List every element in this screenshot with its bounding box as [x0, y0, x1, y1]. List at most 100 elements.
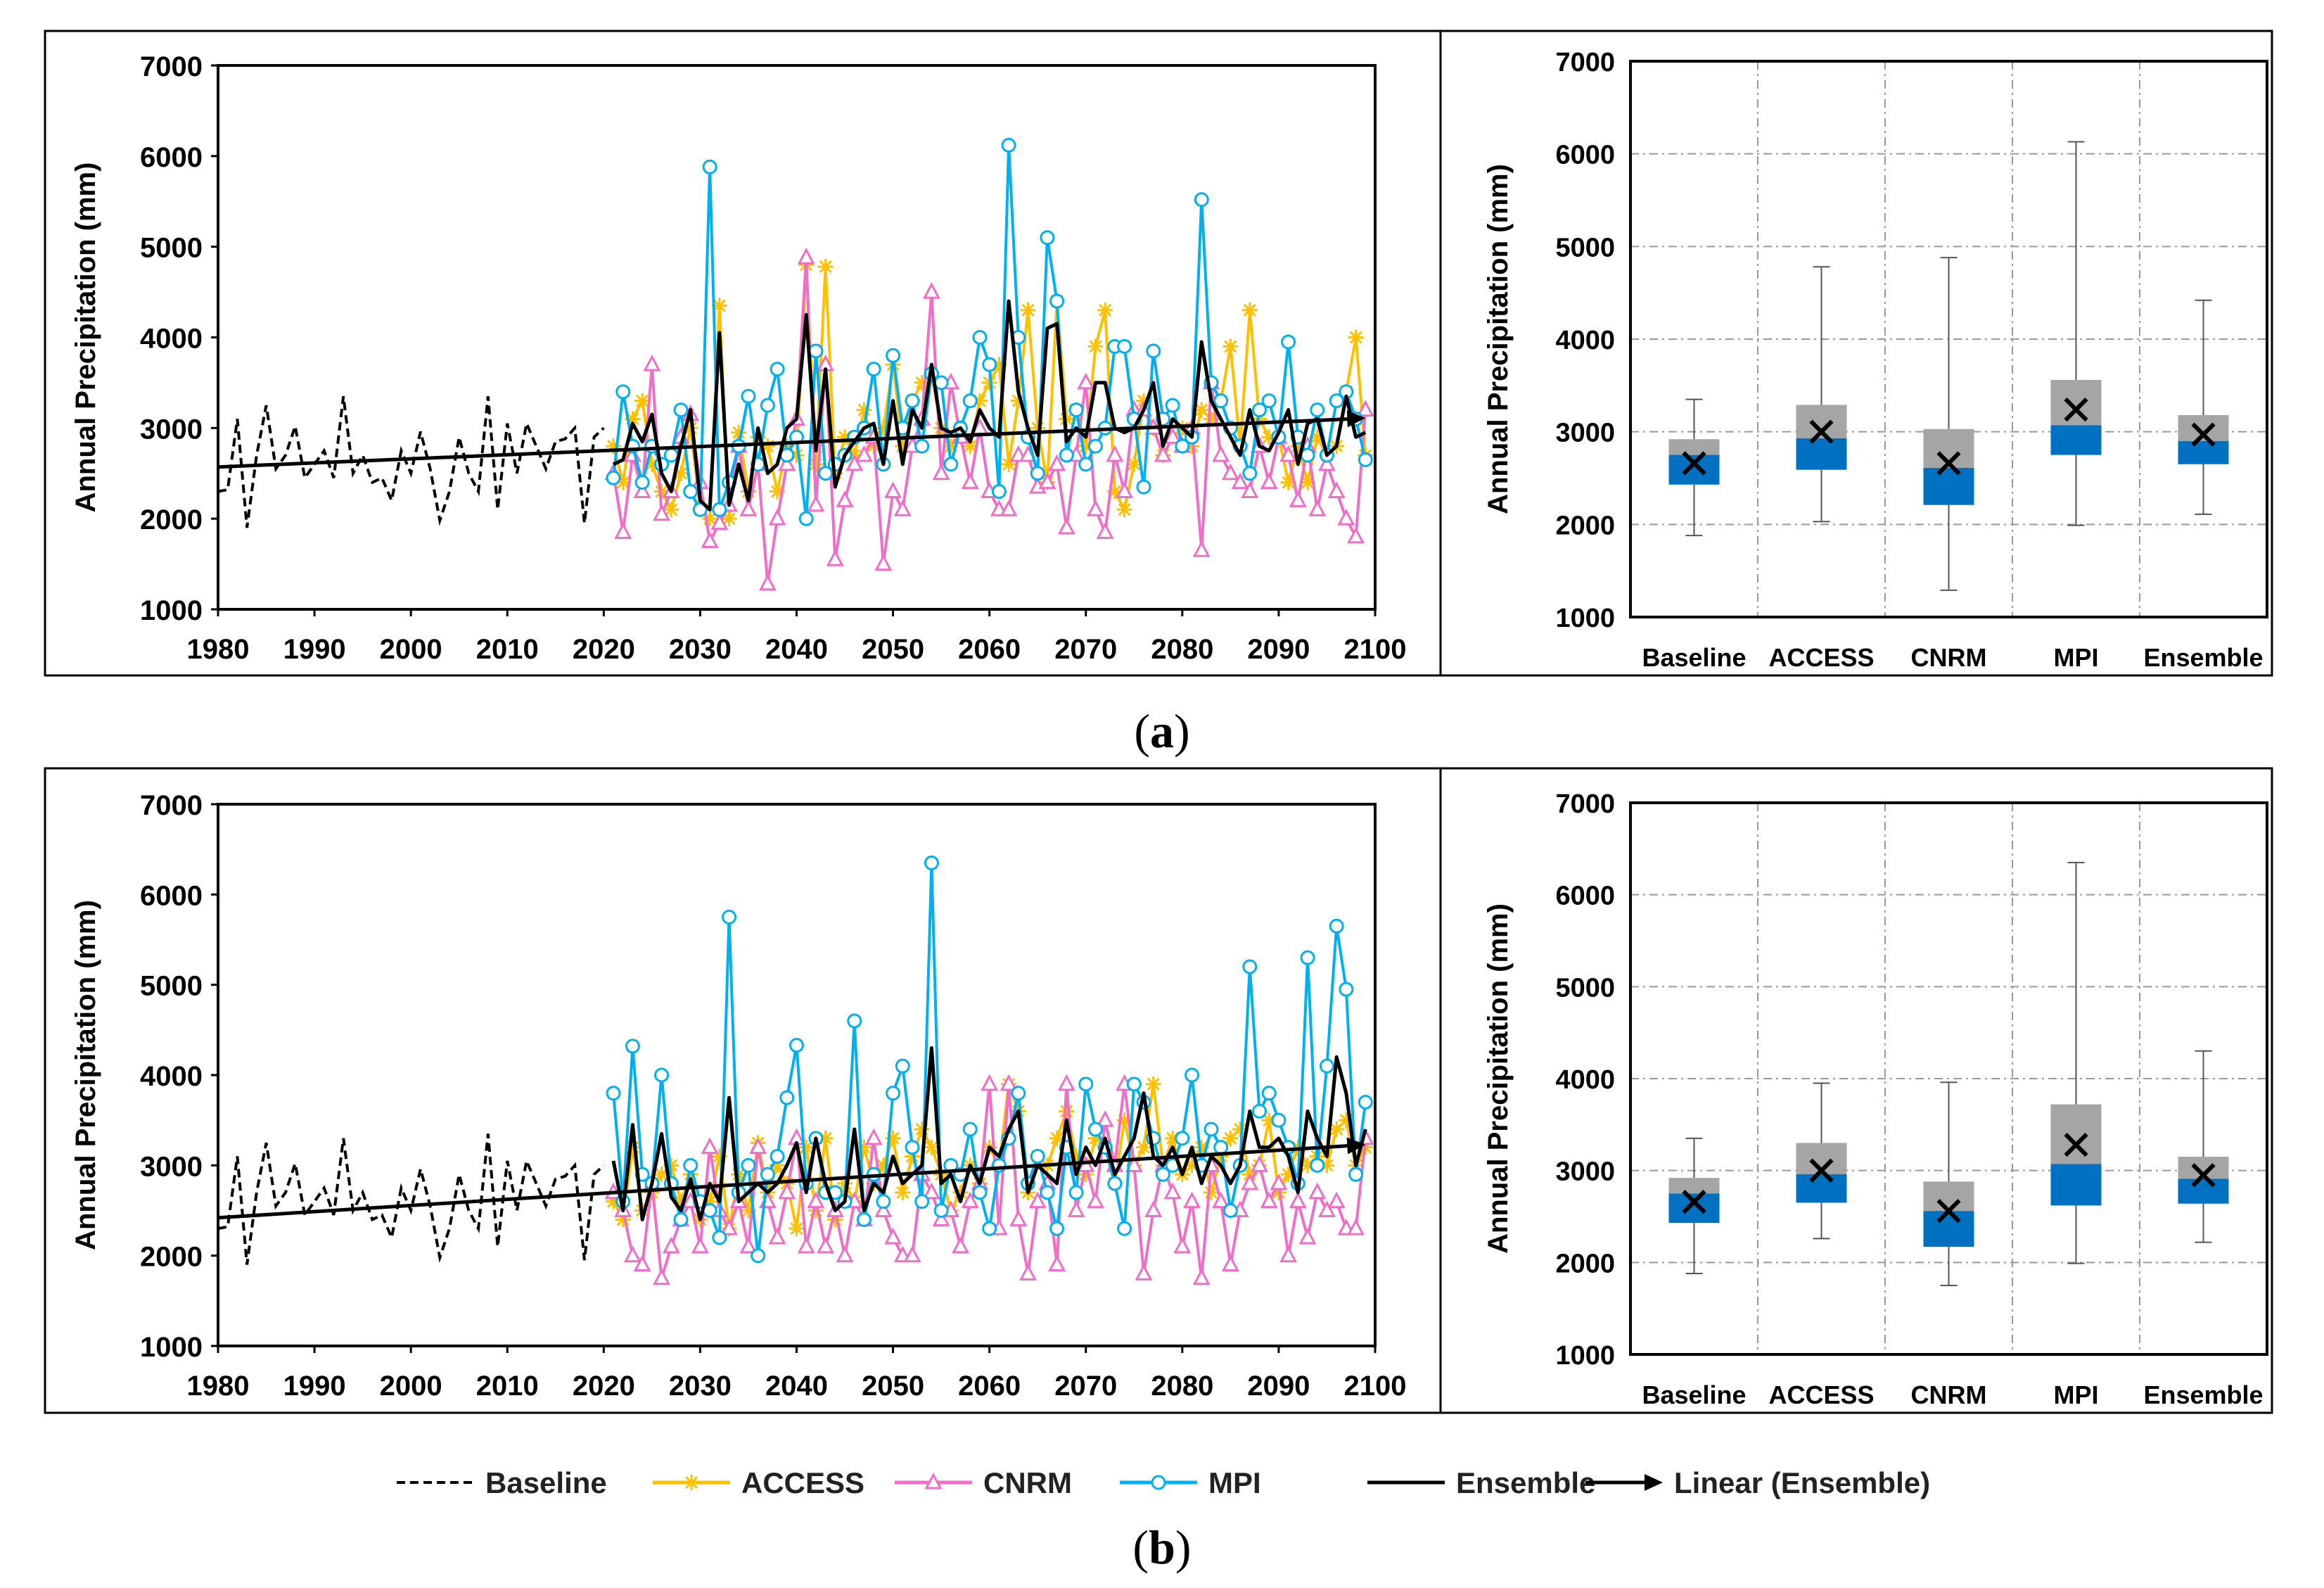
point-access: [1116, 1112, 1132, 1129]
legend-label: ACCESS: [741, 1466, 864, 1499]
x-tick-label: 2070: [1054, 634, 1117, 665]
point-mpi: [692, 502, 708, 517]
point-cnrm: [633, 481, 651, 499]
point-access: [817, 1130, 834, 1146]
x-tick-label: 2030: [669, 1371, 732, 1402]
point-access: [914, 1122, 930, 1137]
point-access: [1010, 393, 1026, 409]
x-tick-label: 2100: [1344, 1371, 1407, 1402]
point-cnrm: [1009, 1209, 1028, 1226]
point-cnrm: [807, 495, 825, 512]
point-mpi: [1348, 1167, 1364, 1182]
mean-marker: [2191, 1163, 2216, 1188]
point-cnrm: [778, 454, 796, 471]
point-cnrm: [768, 508, 786, 526]
point-cnrm: [932, 1209, 950, 1226]
point-cnrm: [749, 1137, 767, 1155]
category-label: Baseline: [1642, 1380, 1746, 1409]
point-cnrm: [922, 1182, 940, 1200]
point-cnrm: [1028, 1191, 1047, 1209]
y-tick-label: 6000: [140, 142, 203, 173]
y-tick-label: 1000: [140, 1332, 203, 1363]
point-cnrm: [1298, 1227, 1317, 1245]
point-mpi: [722, 909, 737, 925]
point-cnrm: [739, 1236, 758, 1254]
plot-area: [1629, 801, 2268, 1356]
legend-marker: [924, 1472, 943, 1489]
y-tick-label: 4000: [140, 324, 203, 355]
point-mpi: [741, 1157, 756, 1173]
point-cnrm: [884, 1227, 902, 1245]
y-axis-label: Annual Precipitation (mm): [1483, 903, 1514, 1254]
legend-label: CNRM: [983, 1466, 1072, 1499]
point-access: [1194, 402, 1210, 418]
point-cnrm: [1289, 490, 1307, 507]
point-mpi: [1310, 1157, 1325, 1173]
point-cnrm: [758, 573, 777, 591]
y-tick-label: 2000: [140, 504, 203, 535]
point-access: [1194, 1139, 1210, 1155]
point-access: [663, 502, 679, 518]
point-cnrm: [981, 1074, 999, 1091]
panel-a-frame: [44, 30, 2273, 677]
point-mpi: [982, 1221, 997, 1236]
box-lower: [2050, 1164, 2102, 1206]
point-cnrm: [817, 1236, 835, 1254]
point-cnrm: [1327, 481, 1346, 499]
x-tick-label: 2080: [1151, 634, 1213, 665]
point-access: [807, 1202, 824, 1219]
trend-line: [218, 417, 1356, 469]
point-cnrm: [768, 1227, 786, 1245]
point-access: [895, 1184, 911, 1200]
point-mpi: [914, 1194, 930, 1209]
y-tick-label: 3000: [1555, 419, 1615, 448]
point-mpi: [625, 1038, 640, 1054]
x-tick-label: 2070: [1054, 1371, 1117, 1402]
y-tick-label: 2000: [1555, 1249, 1615, 1278]
point-mpi: [683, 484, 698, 500]
mean-marker: [1936, 1199, 1961, 1224]
point-access: [895, 438, 911, 455]
point-cnrm: [623, 1245, 641, 1263]
point-access: [1309, 429, 1325, 445]
point-access: [673, 465, 689, 481]
x-tick-label: 2090: [1247, 634, 1310, 665]
box-access: [1796, 266, 1847, 523]
y-axis-label: Annual Precipitation (mm): [70, 900, 101, 1250]
point-mpi: [1030, 466, 1045, 481]
point-cnrm: [1251, 1155, 1268, 1172]
point-cnrm: [1279, 1245, 1298, 1263]
x-tick-label: 2040: [765, 1371, 828, 1402]
point-cnrm: [1212, 1191, 1230, 1209]
box-lower: [1668, 1193, 1720, 1224]
point-access: [1241, 302, 1258, 318]
point-cnrm: [797, 247, 815, 265]
point-cnrm: [1163, 426, 1182, 444]
box-lower: [1923, 468, 1974, 505]
plot-area: [1629, 60, 2268, 618]
plot-series: [218, 855, 1374, 1285]
point-mpi: [1175, 1131, 1190, 1146]
y-tick-label: 7000: [140, 51, 203, 82]
legend-label: Ensemble: [1456, 1466, 1595, 1499]
point-access: [1059, 411, 1075, 427]
point-cnrm: [961, 1191, 979, 1209]
point-mpi: [972, 1185, 988, 1200]
x-tick-label: 1990: [283, 634, 346, 665]
point-mpi: [1358, 1095, 1373, 1110]
point-cnrm: [903, 1245, 921, 1263]
point-access: [634, 393, 651, 409]
category-label: Baseline: [1642, 643, 1746, 672]
legend-label: MPI: [1208, 1466, 1261, 1499]
point-cnrm: [836, 490, 854, 507]
y-tick-label: 5000: [1555, 233, 1615, 262]
point-access: [1203, 411, 1219, 427]
point-mpi: [1078, 1076, 1094, 1092]
mean-marker: [1809, 419, 1834, 444]
point-access: [653, 1167, 670, 1183]
point-cnrm: [1241, 1173, 1259, 1190]
box-baseline: [1668, 1137, 1720, 1275]
point-access: [606, 438, 622, 455]
legend-arrowhead: [1645, 1474, 1663, 1491]
box-upper: [2050, 1104, 2102, 1164]
